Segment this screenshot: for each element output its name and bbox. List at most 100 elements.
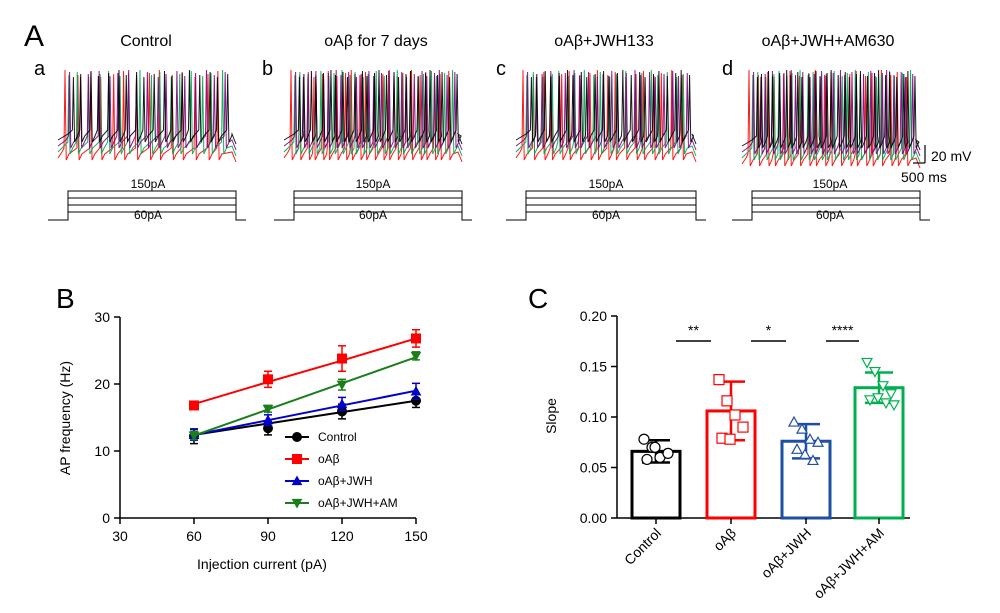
scale-bar-voltage: 20 mV — [931, 148, 972, 164]
b-legend: Control oAβ oAβ+JWH oAβ+JWH+AM — [285, 430, 398, 510]
b-point — [189, 400, 199, 411]
b-legend-marker — [292, 432, 302, 442]
b-ytick-label: 30 — [94, 309, 110, 325]
c-point — [860, 357, 874, 369]
step-label-60-b: 60pA — [359, 208, 387, 222]
b-legend-marker — [292, 454, 302, 464]
trace-panel-d — [741, 69, 921, 169]
trace-0 — [741, 69, 921, 151]
step-outline — [506, 190, 706, 221]
b-point — [337, 353, 347, 364]
c-point — [721, 395, 733, 407]
c-xtick-label: oAβ+JWH+AM — [810, 525, 887, 602]
title-oab: oAβ for 7 days — [324, 33, 427, 50]
step-label-150-a: 150pA — [131, 177, 166, 191]
b-xtick-label: 90 — [260, 528, 276, 544]
trace-1 — [57, 69, 237, 163]
b-legend-marker — [291, 475, 303, 486]
c-point — [803, 432, 817, 444]
panel-letter-c: C — [528, 283, 548, 314]
c-ytick-label: 0.05 — [580, 460, 607, 476]
trace-panel-a — [57, 69, 237, 163]
trace-0 — [283, 69, 463, 145]
trace-1 — [283, 69, 463, 163]
b-point — [411, 333, 421, 344]
trace-0 — [515, 69, 697, 145]
c-point — [787, 415, 801, 427]
c-point — [713, 374, 725, 386]
c-point — [641, 453, 653, 466]
step-outline — [732, 190, 930, 221]
b-legend-marker — [291, 498, 303, 509]
trace-panel-b — [283, 69, 463, 163]
c-xtick-label: oAβ — [710, 525, 739, 554]
title-oab-jwh-am: oAβ+JWH+AM630 — [762, 33, 895, 50]
sub-letter-b: b — [262, 58, 273, 80]
b-fit-line — [193, 389, 417, 436]
b-legend-label: Control — [318, 430, 357, 444]
scale-bar: 20 mV 500 ms — [901, 145, 972, 185]
b-point — [263, 374, 273, 385]
sub-letter-d: d — [722, 58, 733, 80]
b-ytick-label: 10 — [94, 443, 110, 459]
c-sig-label: **** — [832, 322, 854, 338]
b-point — [336, 380, 348, 391]
b-legend-label: oAβ+JWH — [318, 474, 373, 488]
b-xtick-label: 30 — [112, 528, 128, 544]
panel-letter-a: A — [24, 20, 44, 53]
step-label-150-c: 150pA — [589, 177, 624, 191]
trace-0 — [57, 69, 237, 145]
b-ylabel: AP frequency (Hz) — [57, 361, 73, 475]
c-ytick-label: 0.20 — [580, 308, 607, 324]
step-label-60-c: 60pA — [592, 208, 620, 222]
c-sig-label: ** — [688, 322, 699, 338]
b-xtick-label: 150 — [404, 528, 428, 544]
c-bar-group-2: oAβ+JWH — [758, 415, 832, 581]
b-point — [262, 414, 274, 425]
panel-b-line-chart: 0 10 20 30 30 60 90 120 150 Control oAβ oAβ+JWH oAβ+… — [94, 309, 427, 544]
b-series-2 — [188, 382, 422, 442]
c-ytick-label: 0.00 — [580, 510, 607, 526]
c-point — [662, 447, 674, 459]
sub-letter-c: c — [496, 58, 506, 80]
step-label-150-b: 150pA — [356, 177, 391, 191]
c-bar-group-0: Control — [621, 433, 682, 568]
title-control: Control — [120, 33, 172, 50]
b-xlabel: Injection current (pA) — [197, 556, 327, 572]
panel-letter-b: B — [56, 283, 75, 314]
c-point — [806, 454, 820, 466]
b-fit-line — [193, 399, 417, 436]
b-series-1 — [189, 328, 421, 411]
c-point — [790, 443, 804, 454]
c-point — [887, 400, 901, 412]
c-point — [729, 409, 741, 421]
c-point — [638, 433, 650, 445]
c-bar-group-3: oAβ+JWH+AM — [810, 357, 905, 602]
b-ytick-label: 20 — [94, 376, 110, 392]
b-fit-line — [193, 337, 417, 406]
b-xtick-label: 120 — [330, 528, 354, 544]
c-sig-label: * — [766, 322, 772, 338]
c-point — [737, 421, 749, 433]
c-point — [649, 441, 661, 453]
c-bar-group-1: oAβ — [705, 374, 757, 554]
step-label-60-d: 60pA — [816, 208, 844, 222]
step-outline — [274, 190, 472, 221]
trace-2 — [515, 69, 697, 157]
title-oab-jwh: oAβ+JWH133 — [554, 33, 654, 50]
c-point — [876, 381, 890, 392]
step-label-150-d: 150pA — [813, 177, 848, 191]
step-outline — [48, 190, 246, 221]
panel-c-bar-chart: 0.00 0.05 0.10 0.15 0.20 Control oAβ oAβ+JWHoAβ… — [580, 308, 910, 602]
b-fit-line — [193, 356, 417, 437]
b-point — [262, 404, 274, 415]
step-protocol-b — [274, 190, 472, 221]
current-step-panels — [48, 190, 930, 221]
trace-panel-c — [515, 69, 697, 163]
b-point — [188, 431, 200, 442]
c-point — [724, 433, 736, 445]
b-point — [410, 351, 422, 362]
b-point — [336, 398, 348, 409]
trace-panels — [57, 69, 921, 169]
step-protocol-c — [506, 190, 706, 221]
